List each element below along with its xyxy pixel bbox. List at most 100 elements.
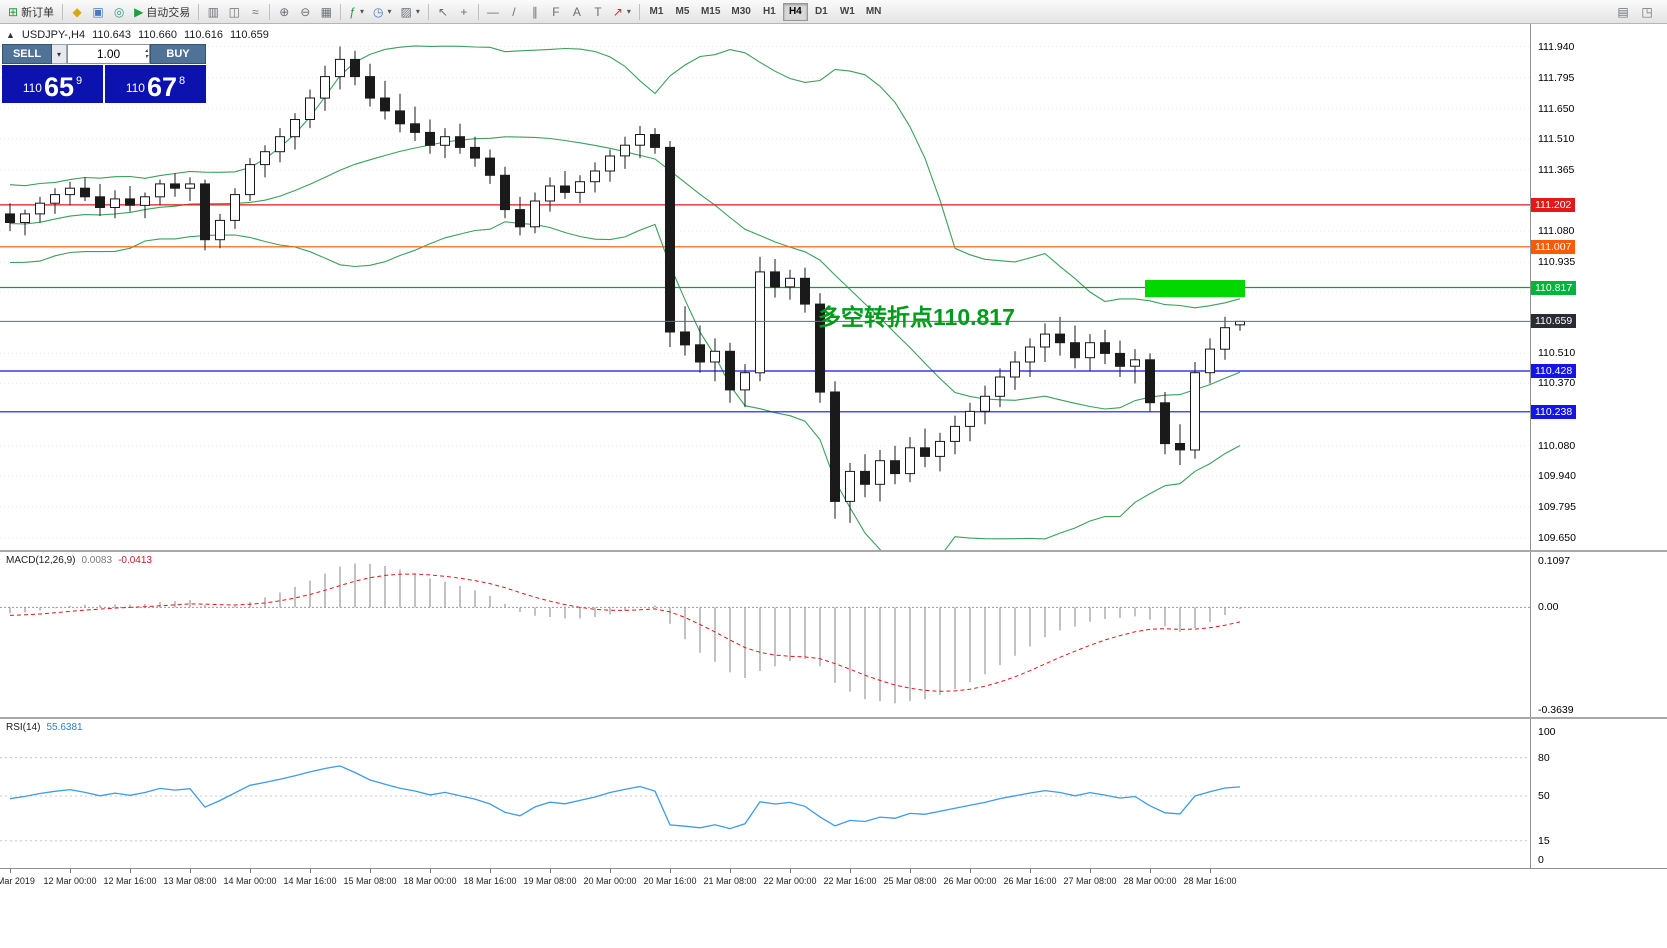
candle-body: [365, 76, 375, 99]
candle-body: [470, 146, 480, 159]
bollinger-middle-band[interactable]: [9, 136, 1241, 410]
time-axis-label: 18 Mar 16:00: [463, 876, 517, 886]
price-axis-tag[interactable]: 110.428: [1531, 364, 1577, 378]
new-order-button[interactable]: ⊞ 新订单: [4, 2, 58, 22]
volume-input[interactable]: 1.00 ▴ ▾: [67, 44, 150, 64]
one-click-collapse-icon[interactable]: ▲: [6, 30, 15, 40]
stepper-down-icon[interactable]: ▾: [144, 54, 148, 60]
candle-body: [1025, 346, 1035, 363]
toolbar-separator: [427, 3, 429, 20]
price-axis-tick: 110.370: [1538, 377, 1576, 390]
candle-body: [1115, 352, 1125, 367]
candle-body: [1175, 443, 1185, 451]
timeframe-h1[interactable]: H1: [762, 6, 776, 17]
timeframe-mn[interactable]: MN: [865, 6, 882, 17]
macd-panel[interactable]: MACD(12,26,9) 0.0083 -0.0413 0.1097 0.00 -…: [0, 550, 1667, 717]
highlight-rectangle[interactable]: [1145, 280, 1245, 298]
candle-body: [560, 185, 570, 193]
candlestick-chart-button[interactable]: ◫: [224, 2, 244, 22]
candle-body: [920, 447, 930, 457]
stepper-up-icon[interactable]: ▴: [144, 48, 148, 54]
price-axis-tag[interactable]: 110.659: [1531, 314, 1577, 329]
ohlc-high: 110.660: [138, 29, 177, 41]
time-axis-tick: [130, 869, 131, 873]
auto-trading-button[interactable]: ▶ 自动交易: [130, 2, 194, 22]
volume-value: 1.00: [96, 47, 121, 61]
timeframe-m1[interactable]: M1: [649, 6, 664, 17]
symbol-period-label: USDJPY-,H4: [21, 29, 86, 41]
candlestick-chart[interactable]: [0, 24, 1530, 550]
experts-button[interactable]: ◎: [109, 2, 129, 22]
new-order-label: 新订单: [21, 6, 55, 19]
chart-header: ▲ USDJPY-,H4 110.643 110.660 110.616 110…: [6, 29, 269, 41]
time-axis-label: 18 Mar 00:00: [403, 876, 457, 886]
periods-icon: ◷: [373, 4, 384, 19]
candle-body: [155, 183, 165, 198]
sell-price-display[interactable]: 110 65 9: [2, 65, 103, 103]
candle-body: [725, 350, 735, 391]
time-axis-tick: [70, 869, 71, 873]
trendline-button[interactable]: /: [504, 2, 524, 22]
channel-button[interactable]: ∥: [525, 2, 545, 22]
fibonacci-button[interactable]: F: [546, 2, 566, 22]
rsi-panel[interactable]: RSI(14) 55.6381 100 80 50 15 0: [0, 717, 1667, 868]
price-axis-tag[interactable]: 111.202: [1531, 197, 1576, 212]
main-chart-panel[interactable]: ▲ USDJPY-,H4 110.643 110.660 110.616 110…: [0, 24, 1667, 550]
candle-body: [1235, 320, 1245, 326]
price-axis-tag[interactable]: 111.007: [1531, 239, 1576, 254]
timeframe-h4[interactable]: H4: [782, 2, 808, 21]
text-button[interactable]: A: [567, 2, 587, 22]
sell-button[interactable]: SELL: [2, 44, 52, 64]
buy-price-point: 8: [179, 75, 186, 87]
price-axis-tag[interactable]: 110.238: [1531, 404, 1577, 419]
candle-body: [695, 344, 705, 363]
tile-windows-button[interactable]: ▦: [316, 2, 336, 22]
buy-price-display[interactable]: 110 67 8: [105, 65, 206, 103]
periods-button[interactable]: ◷ ▾: [369, 2, 396, 22]
indicators-button[interactable]: ƒ ▾: [345, 2, 368, 22]
zoom-out-button[interactable]: ⊖: [295, 2, 315, 22]
line-chart-button[interactable]: ≈: [245, 2, 265, 22]
toolbar-separator: [198, 3, 200, 20]
timeframe-m15[interactable]: M15: [700, 6, 721, 17]
price-axis-tag[interactable]: 110.817: [1531, 280, 1577, 295]
candle-body: [425, 131, 435, 146]
volume-dropdown-button[interactable]: ▾: [52, 44, 67, 64]
timeframe-m5[interactable]: M5: [675, 6, 690, 17]
rsi-line: [9, 765, 1241, 830]
crosshair-button[interactable]: +: [454, 2, 474, 22]
print-button[interactable]: ▤: [1613, 2, 1633, 22]
timeframe-d1[interactable]: D1: [814, 6, 828, 17]
zoom-in-button[interactable]: ⊕: [274, 2, 294, 22]
time-axis-tick: [970, 869, 971, 873]
price-axis-tick: 111.080: [1538, 225, 1575, 238]
bollinger-lower-band[interactable]: [9, 221, 1241, 550]
candle-body: [620, 144, 630, 157]
text-label-button[interactable]: T: [588, 2, 608, 22]
window-layout-icon: ◳: [1641, 4, 1653, 19]
arrows-button[interactable]: ↗ ▾: [609, 2, 635, 22]
timeframe-w1[interactable]: W1: [839, 6, 855, 17]
charts-button[interactable]: ▣: [88, 2, 108, 22]
templates-icon: ▨: [400, 4, 412, 19]
time-axis-tick: [490, 869, 491, 873]
dropdown-caret-icon: ▾: [415, 7, 420, 16]
time-axis-tick: [250, 869, 251, 873]
toolbar-separator: [477, 3, 479, 20]
volume-stepper[interactable]: ▴ ▾: [145, 46, 148, 62]
candle-body: [335, 58, 345, 78]
horizontal-line-button[interactable]: —: [483, 2, 503, 22]
bar-chart-button[interactable]: ▥: [203, 2, 223, 22]
chart-annotation[interactable]: 多空转折点110.817: [818, 304, 1015, 330]
templates-button[interactable]: ▨ ▾: [397, 2, 424, 22]
buy-button[interactable]: BUY: [150, 44, 206, 64]
timeframe-m30[interactable]: M30: [731, 6, 751, 17]
candle-body: [980, 395, 990, 412]
profiles-button[interactable]: ◆: [67, 2, 87, 22]
window-layout-button[interactable]: ◳: [1637, 2, 1657, 22]
bollinger-upper-band[interactable]: [9, 45, 1241, 309]
cursor-button[interactable]: ↖: [433, 2, 453, 22]
text-label-icon: T: [594, 4, 602, 19]
macd-label: MACD(12,26,9): [6, 555, 76, 566]
candle-body: [635, 134, 645, 146]
